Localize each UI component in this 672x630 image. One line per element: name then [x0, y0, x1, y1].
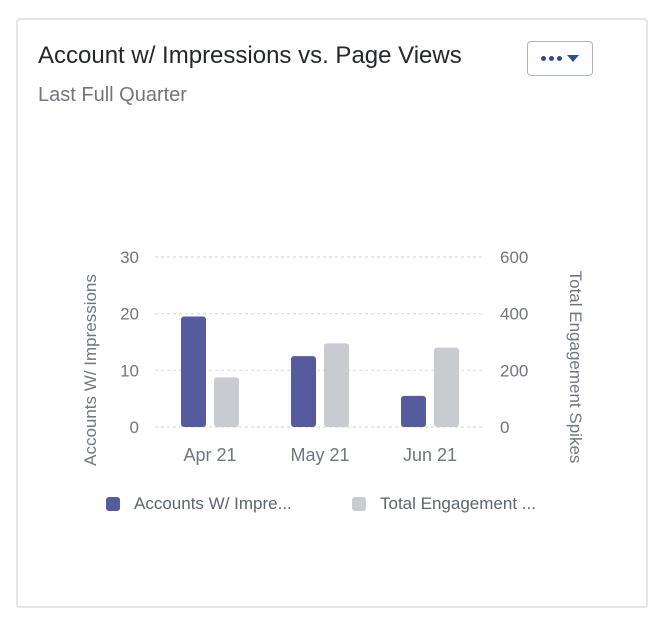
- bar-accounts-may-21[interactable]: [291, 356, 316, 427]
- legend-label-engagement: Total Engagement ...: [380, 494, 536, 513]
- gridlines: [155, 256, 485, 428]
- right-tick-label: 0: [500, 418, 509, 437]
- bar-accounts-apr-21[interactable]: [181, 316, 206, 428]
- chart-card: [16, 18, 648, 608]
- x-tick-label: Jun 21: [403, 445, 457, 465]
- left-axis-title: Accounts W/ Impressions: [81, 274, 100, 466]
- bar-engagement-may-21[interactable]: [324, 343, 349, 427]
- left-tick-label: 0: [130, 418, 139, 437]
- x-tick-label: May 21: [290, 445, 349, 465]
- card-menu-button[interactable]: [527, 41, 593, 76]
- right-tick-label: 400: [500, 305, 528, 324]
- caret-down-icon: [567, 55, 579, 62]
- left-tick-label: 10: [120, 361, 139, 380]
- bar-engagement-apr-21[interactable]: [214, 377, 239, 427]
- left-tick-label: 20: [120, 305, 139, 324]
- legend-label-accounts: Accounts W/ Impre...: [134, 494, 292, 513]
- axis-labels: 0 10 20 30 0 200 400 600 Apr 21 May 21 Jun 21 Accou…: [81, 248, 585, 466]
- legend-swatch-accounts: [106, 497, 120, 511]
- card-subtitle: Last Full Quarter: [38, 84, 187, 106]
- bar-accounts-jun-21[interactable]: [401, 395, 426, 427]
- card-title: Account w/ Impressions vs. Page Views: [38, 42, 462, 69]
- right-axis-title: Total Engagement Spikes: [566, 271, 585, 464]
- bar-engagement-jun-21[interactable]: [434, 347, 459, 427]
- legend-swatch-engagement: [352, 497, 366, 511]
- right-tick-label: 200: [500, 361, 528, 380]
- legend-item-engagement[interactable]: Total Engagement ...: [352, 494, 536, 514]
- more-dots-icon: [541, 56, 562, 61]
- x-tick-label: Apr 21: [183, 445, 236, 465]
- right-tick-label: 600: [500, 248, 528, 267]
- left-tick-label: 30: [120, 248, 139, 267]
- legend-item-accounts[interactable]: Accounts W/ Impre...: [106, 494, 292, 514]
- bars: [181, 316, 459, 428]
